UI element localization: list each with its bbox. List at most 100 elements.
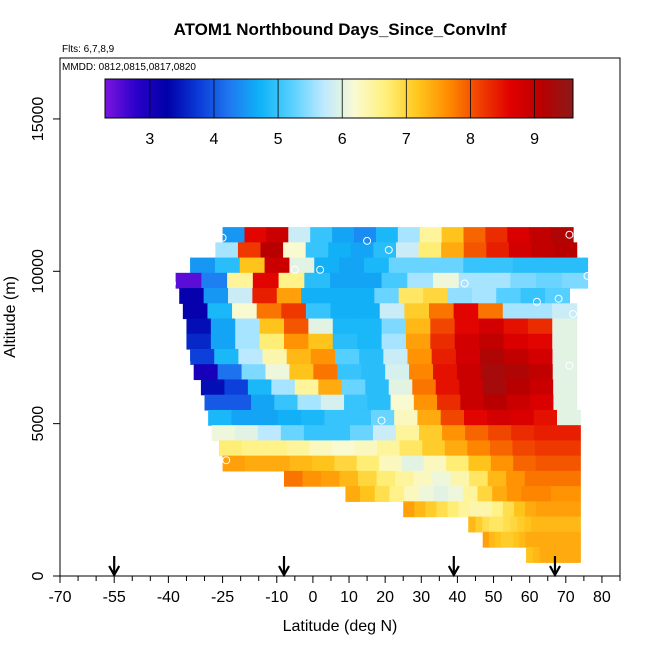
heatmap-cell (455, 348, 481, 365)
heatmap-cell (284, 333, 309, 350)
heatmap-cell (232, 303, 258, 320)
heatmap-cell (528, 364, 554, 381)
heatmap-cell (433, 486, 449, 502)
heatmap-cell (465, 425, 489, 442)
heatmap-cell (284, 318, 309, 335)
heatmap-cell (458, 272, 486, 289)
heatmap-cell (203, 288, 229, 304)
heatmap-cell (354, 440, 378, 457)
heatmap-cell (557, 455, 581, 472)
heatmap-cell (454, 318, 480, 335)
heatmap-cell (557, 409, 581, 426)
heatmap-cell (244, 455, 268, 472)
heatmap-cell (520, 288, 546, 304)
heatmap-cell (214, 348, 239, 365)
heatmap-cell (210, 333, 236, 350)
heatmap-cell (485, 227, 508, 243)
heatmap-cell (559, 516, 567, 533)
sample-marker (182, 358, 191, 367)
x-axis: -70 -55 -40 -25 -10 0 10 20 30 40 50 60 70 80 (48, 576, 621, 606)
heatmap-cell (494, 531, 502, 548)
heatmap-cell (503, 318, 529, 335)
heatmap-cell (334, 455, 358, 472)
heatmap-cell (407, 272, 434, 289)
heatmap-cell (535, 440, 559, 457)
heatmap-cell (413, 394, 438, 411)
heatmap-cell (506, 470, 526, 487)
heatmap-cell (224, 379, 249, 396)
heatmap-cell (552, 348, 578, 365)
heatmap-cell (401, 455, 425, 472)
heatmap-cell (423, 288, 449, 304)
heatmap-cell (259, 333, 285, 350)
heatmap-cell (344, 394, 368, 411)
heatmap-cell (543, 470, 563, 487)
heatmap-cell (278, 272, 305, 289)
heatmap-cell (318, 379, 343, 396)
heatmap-cell (448, 486, 464, 502)
heatmap-cell (496, 516, 504, 533)
heatmap-cell (308, 318, 334, 335)
heatmap-cell (404, 486, 420, 502)
heatmap-cell (447, 501, 460, 518)
heatmap-cell (531, 242, 555, 259)
heatmap-cell (186, 333, 212, 350)
sample-marker (384, 245, 393, 254)
heatmap-cell (289, 257, 315, 274)
heatmap-cell (526, 547, 531, 563)
heatmap-cell (360, 486, 376, 502)
flight-arrows (108, 556, 561, 578)
heatmap-cell (513, 501, 526, 518)
heatmap-cell (502, 501, 515, 518)
heatmap-cell (332, 333, 358, 350)
heatmap-cell (266, 227, 289, 243)
heatmap-cell (538, 516, 546, 533)
heatmap-cell (559, 547, 564, 563)
heatmap-cell (441, 227, 465, 243)
heatmap-cell (504, 348, 529, 365)
colorbar-tick-label: 6 (338, 131, 347, 148)
heatmap-cell (552, 303, 578, 320)
heatmap-cell (490, 455, 514, 472)
heatmap-cell (529, 227, 552, 243)
plot-frame (59, 57, 621, 577)
heatmap-cell (419, 227, 443, 243)
heatmap-cell (354, 227, 377, 243)
heatmap-cell (390, 394, 415, 411)
heatmap-cell (513, 455, 537, 472)
heatmap-cell (267, 455, 291, 472)
heatmap-cell (463, 227, 487, 243)
heatmap-cell (503, 333, 529, 350)
heatmap-cell (326, 425, 351, 442)
x-tick-label: -40 (157, 589, 180, 606)
x-tick-label: 70 (557, 589, 575, 606)
heatmap-cell (484, 272, 511, 289)
heatmap-cell (535, 455, 559, 472)
heatmap-cell (271, 379, 296, 396)
heatmap-cell (303, 425, 328, 442)
heatmap-cell (301, 409, 326, 426)
heatmap-cell (312, 455, 335, 472)
x-axis-label: Latitude (deg N) (283, 618, 398, 635)
heatmap-cell (561, 470, 581, 487)
heatmap-cell (536, 486, 552, 502)
heatmap-cell (524, 470, 544, 487)
heatmap-cell (361, 364, 386, 381)
heatmap-cell (252, 272, 280, 289)
x-tick-label: 0 (308, 589, 317, 606)
heatmap-cell (504, 364, 530, 381)
heatmap-cell (201, 272, 228, 289)
heatmap-cell (537, 257, 564, 274)
heatmap-cell (506, 379, 531, 396)
heatmap-cell (480, 364, 506, 381)
heatmap-cell (436, 501, 449, 518)
heatmap-cell (459, 379, 484, 396)
heatmap-cell (487, 409, 512, 426)
heatmap-cell (305, 242, 329, 259)
heatmap-cell (552, 333, 578, 350)
heatmap-cell (405, 333, 431, 350)
heatmap-cell (550, 486, 567, 502)
heatmap-cell (374, 288, 400, 304)
heatmap-cell (309, 440, 333, 457)
heatmap-cell (237, 242, 262, 259)
